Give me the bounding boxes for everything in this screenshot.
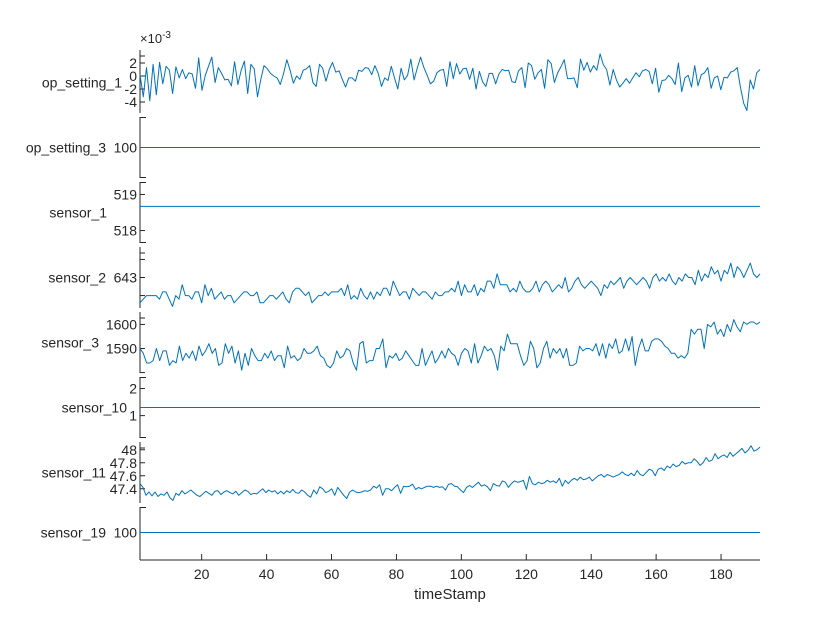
y-tick-label: 47.6 (110, 468, 137, 484)
y-tick-label: 0 (129, 68, 137, 84)
x-tick-label: 180 (709, 566, 733, 582)
series-line (139, 262, 761, 307)
y-tick-label: 518 (114, 223, 138, 239)
panel-sensor-19: 100 sensor_19 (41, 507, 760, 560)
y-tick-label: 1600 (106, 316, 137, 332)
series-line (139, 319, 761, 371)
series-label: sensor_11 (42, 465, 107, 481)
series-label: sensor_3 (41, 335, 99, 351)
x-tick-label: 160 (644, 566, 668, 582)
x-tick-label: 140 (580, 566, 604, 582)
series-label: sensor_2 (48, 270, 106, 286)
y-tick-label: 47.4 (110, 481, 137, 497)
y-tick-label: 519 (114, 186, 138, 202)
x-tick-label: 100 (450, 566, 474, 582)
exponent-label: ×10-3 (140, 30, 171, 46)
y-tick-label: 2 (129, 381, 137, 397)
x-tick-label: 60 (324, 566, 340, 582)
x-tick-label: 80 (389, 566, 405, 582)
x-axis-label: timeStamp (414, 586, 486, 603)
y-tick-label: 47.8 (110, 455, 137, 471)
series-label: sensor_10 (62, 400, 128, 416)
series-label: op_setting_3 (26, 140, 106, 156)
panel-sensor-2: 643 sensor_2 (48, 247, 761, 308)
y-tick-label: 2 (129, 55, 137, 71)
series-label: op_setting_1 (42, 75, 122, 91)
y-tick-label: -2 (125, 81, 138, 97)
series-label: sensor_1 (49, 205, 107, 221)
panel-op-setting-1: -4-202 op_setting_1 ×10-3 (42, 30, 761, 113)
x-tick-label: 120 (515, 566, 539, 582)
y-tick-label: 643 (114, 270, 138, 286)
y-tick-label: 48 (121, 442, 137, 458)
y-tick-label: 1 (129, 408, 137, 424)
y-tick-label: 100 (114, 525, 138, 541)
panel-sensor-3: 1590 1600 sensor_3 (41, 312, 761, 374)
series-label: sensor_19 (41, 525, 107, 541)
x-tick-label: 20 (194, 566, 210, 582)
x-tick-label: 40 (259, 566, 275, 582)
panel-sensor-11: 47.447.647.848 sensor_11 (42, 442, 761, 503)
y-tick-label: 1590 (106, 341, 137, 357)
x-axis: 20 40 60 80 100 120 140 160 180 timeStamp (140, 554, 760, 603)
y-tick-label: 100 (114, 140, 138, 156)
series-line (139, 53, 761, 111)
panel-sensor-1: 518 519 sensor_1 (49, 182, 760, 243)
y-tick-label: -4 (125, 94, 138, 110)
panel-op-setting-3: 100 op_setting_3 (26, 117, 760, 178)
series-line (139, 445, 761, 501)
